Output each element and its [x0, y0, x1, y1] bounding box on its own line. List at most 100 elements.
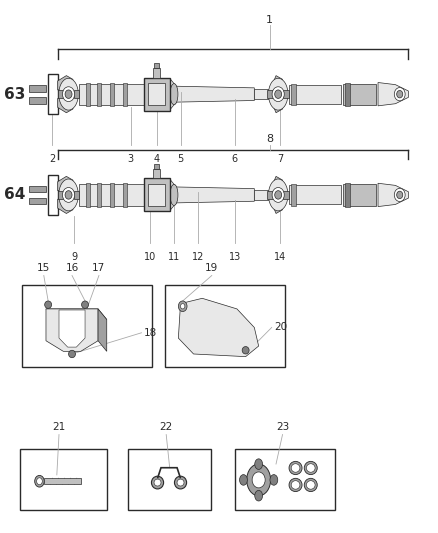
Text: 5: 5 [177, 154, 184, 164]
Ellipse shape [63, 188, 74, 203]
Polygon shape [46, 309, 107, 319]
Ellipse shape [152, 476, 164, 489]
Polygon shape [58, 99, 73, 113]
Ellipse shape [252, 472, 265, 488]
Ellipse shape [268, 179, 288, 211]
Ellipse shape [35, 475, 44, 487]
Ellipse shape [291, 464, 300, 472]
Ellipse shape [247, 464, 271, 496]
Polygon shape [274, 200, 283, 214]
Text: 7: 7 [277, 154, 283, 164]
Polygon shape [274, 76, 283, 89]
Text: 2: 2 [49, 154, 56, 164]
Text: 3: 3 [127, 154, 134, 164]
Text: 10: 10 [144, 252, 156, 262]
Polygon shape [170, 78, 254, 110]
Bar [58, 90, 64, 99]
Bar [283, 90, 289, 99]
Ellipse shape [307, 481, 315, 489]
Polygon shape [98, 309, 107, 351]
Bar [74, 90, 79, 99]
Bar [86, 83, 90, 106]
Ellipse shape [170, 184, 178, 206]
Polygon shape [59, 310, 85, 347]
Text: 8: 8 [266, 134, 273, 144]
Bar [267, 90, 273, 99]
Text: 13: 13 [229, 252, 241, 262]
Ellipse shape [68, 350, 75, 358]
Ellipse shape [272, 87, 284, 102]
Polygon shape [274, 176, 283, 190]
Ellipse shape [170, 84, 178, 105]
Ellipse shape [242, 346, 249, 354]
Ellipse shape [275, 90, 282, 99]
Text: 22: 22 [159, 422, 173, 432]
Ellipse shape [291, 481, 300, 489]
Ellipse shape [59, 179, 78, 211]
Bar [289, 85, 341, 104]
Bar [283, 191, 289, 199]
Text: 14: 14 [274, 252, 286, 262]
Text: 18: 18 [144, 328, 157, 338]
Bar [20, 449, 107, 511]
Bar [110, 83, 114, 106]
Ellipse shape [65, 191, 72, 199]
Text: 11: 11 [168, 252, 180, 262]
Ellipse shape [304, 478, 317, 491]
Polygon shape [178, 298, 259, 357]
Polygon shape [274, 100, 283, 113]
Ellipse shape [304, 462, 317, 474]
Ellipse shape [174, 476, 187, 489]
Ellipse shape [59, 78, 78, 110]
Text: 1: 1 [266, 15, 273, 25]
Bar [79, 84, 146, 105]
Bar [153, 68, 160, 78]
Bar [123, 183, 127, 207]
Bar [291, 84, 297, 105]
Text: 4: 4 [154, 154, 160, 164]
Ellipse shape [81, 301, 88, 309]
Bar [22, 285, 152, 367]
Bar [155, 63, 159, 68]
Bar [343, 184, 376, 206]
Bar [110, 183, 114, 207]
Ellipse shape [178, 301, 187, 312]
Text: 20: 20 [274, 322, 287, 333]
Text: 63: 63 [4, 87, 25, 102]
Ellipse shape [240, 474, 247, 485]
Ellipse shape [394, 188, 405, 201]
Text: 23: 23 [276, 422, 289, 432]
Text: 6: 6 [232, 154, 238, 164]
Bar [289, 185, 341, 205]
Text: 12: 12 [192, 252, 204, 262]
Polygon shape [46, 309, 98, 351]
Polygon shape [58, 76, 73, 90]
Polygon shape [170, 179, 254, 211]
Bar [79, 184, 146, 206]
Ellipse shape [255, 459, 262, 470]
Ellipse shape [37, 478, 42, 484]
Polygon shape [378, 183, 408, 207]
Ellipse shape [397, 191, 403, 199]
Bar [148, 184, 165, 206]
Bar [74, 191, 79, 199]
Polygon shape [378, 83, 408, 106]
Text: 19: 19 [205, 263, 219, 273]
Bar [235, 449, 335, 511]
Ellipse shape [289, 478, 302, 491]
Ellipse shape [63, 87, 74, 102]
Ellipse shape [65, 90, 72, 99]
Polygon shape [58, 176, 73, 191]
Polygon shape [58, 199, 73, 214]
Text: 21: 21 [53, 422, 66, 432]
Text: 15: 15 [37, 263, 50, 273]
Ellipse shape [268, 78, 288, 110]
Bar [44, 478, 81, 484]
Text: 64: 64 [4, 188, 25, 203]
Ellipse shape [177, 479, 184, 486]
Bar [144, 179, 170, 212]
Ellipse shape [180, 304, 185, 309]
Bar [48, 175, 58, 215]
Bar [153, 169, 160, 179]
Text: 17: 17 [92, 263, 106, 273]
